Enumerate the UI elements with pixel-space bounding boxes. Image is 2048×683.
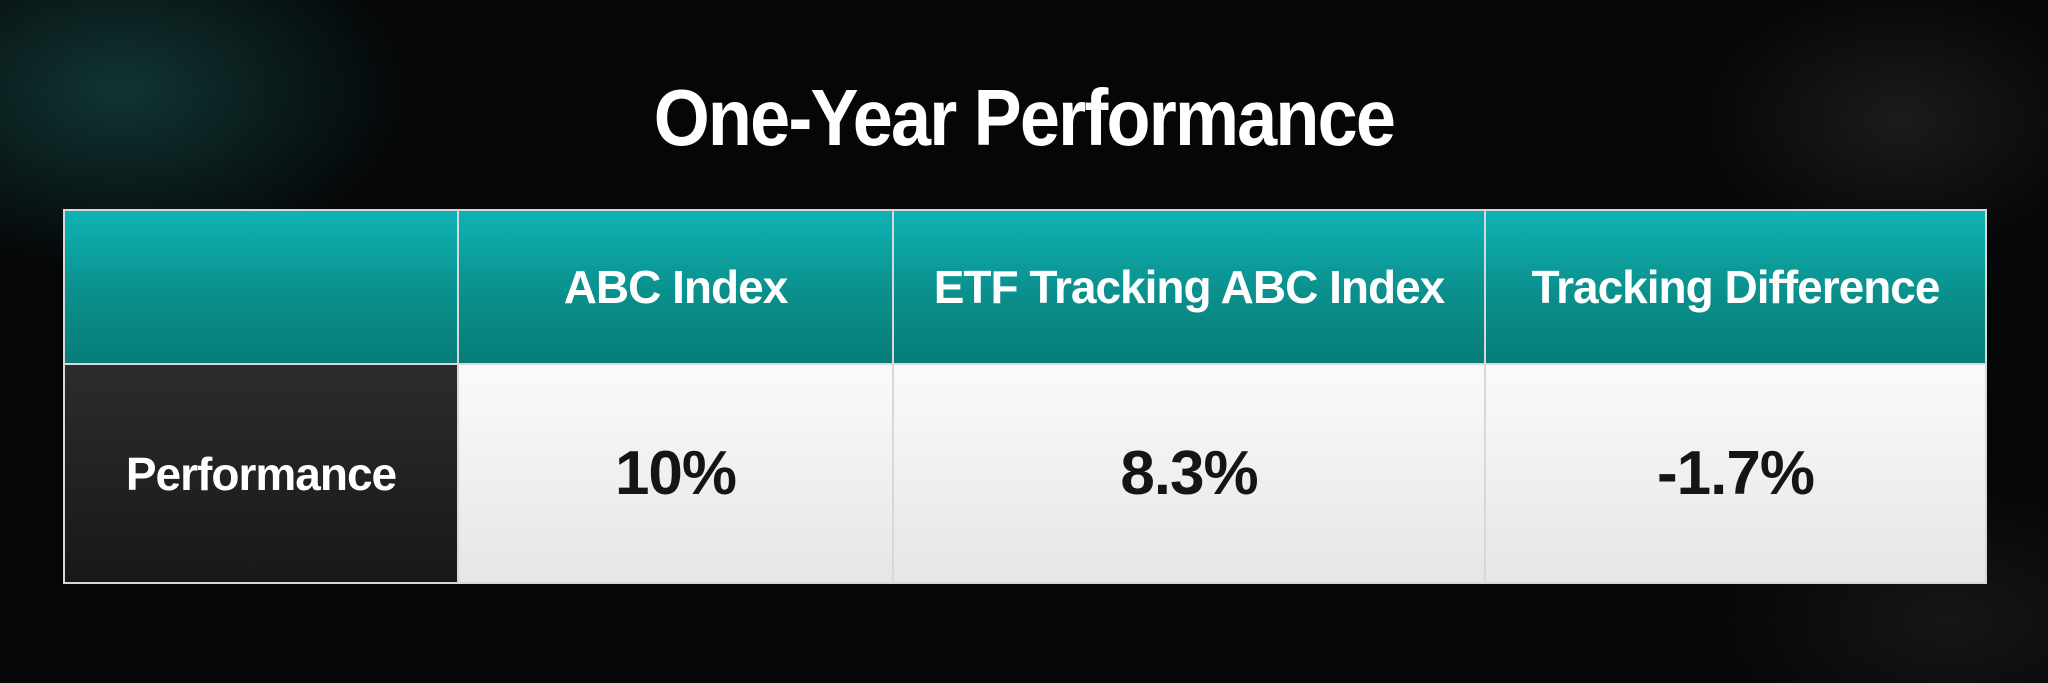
cell-text: 10% (614, 439, 737, 508)
cell-text: ETF Tracking ABC Index (933, 261, 1446, 313)
value-cell: 8.3% (892, 363, 1486, 584)
cell-text: -1.7% (1657, 439, 1815, 508)
column-header: Tracking Difference (1484, 209, 1987, 365)
row-header: Performance (63, 363, 459, 584)
column-header: ABC Index (457, 209, 894, 365)
cell-text: 8.3% (1120, 439, 1258, 508)
cell-text: ABC Index (563, 261, 789, 313)
corner-cell (63, 209, 459, 365)
title: One-Year Performance (653, 73, 1396, 162)
value-cell: 10% (457, 363, 894, 584)
column-header: ETF Tracking ABC Index (892, 209, 1486, 365)
cell-text: Performance (125, 447, 397, 500)
value-cell: -1.7% (1484, 363, 1987, 584)
cell-text: Tracking Difference (1531, 261, 1941, 313)
